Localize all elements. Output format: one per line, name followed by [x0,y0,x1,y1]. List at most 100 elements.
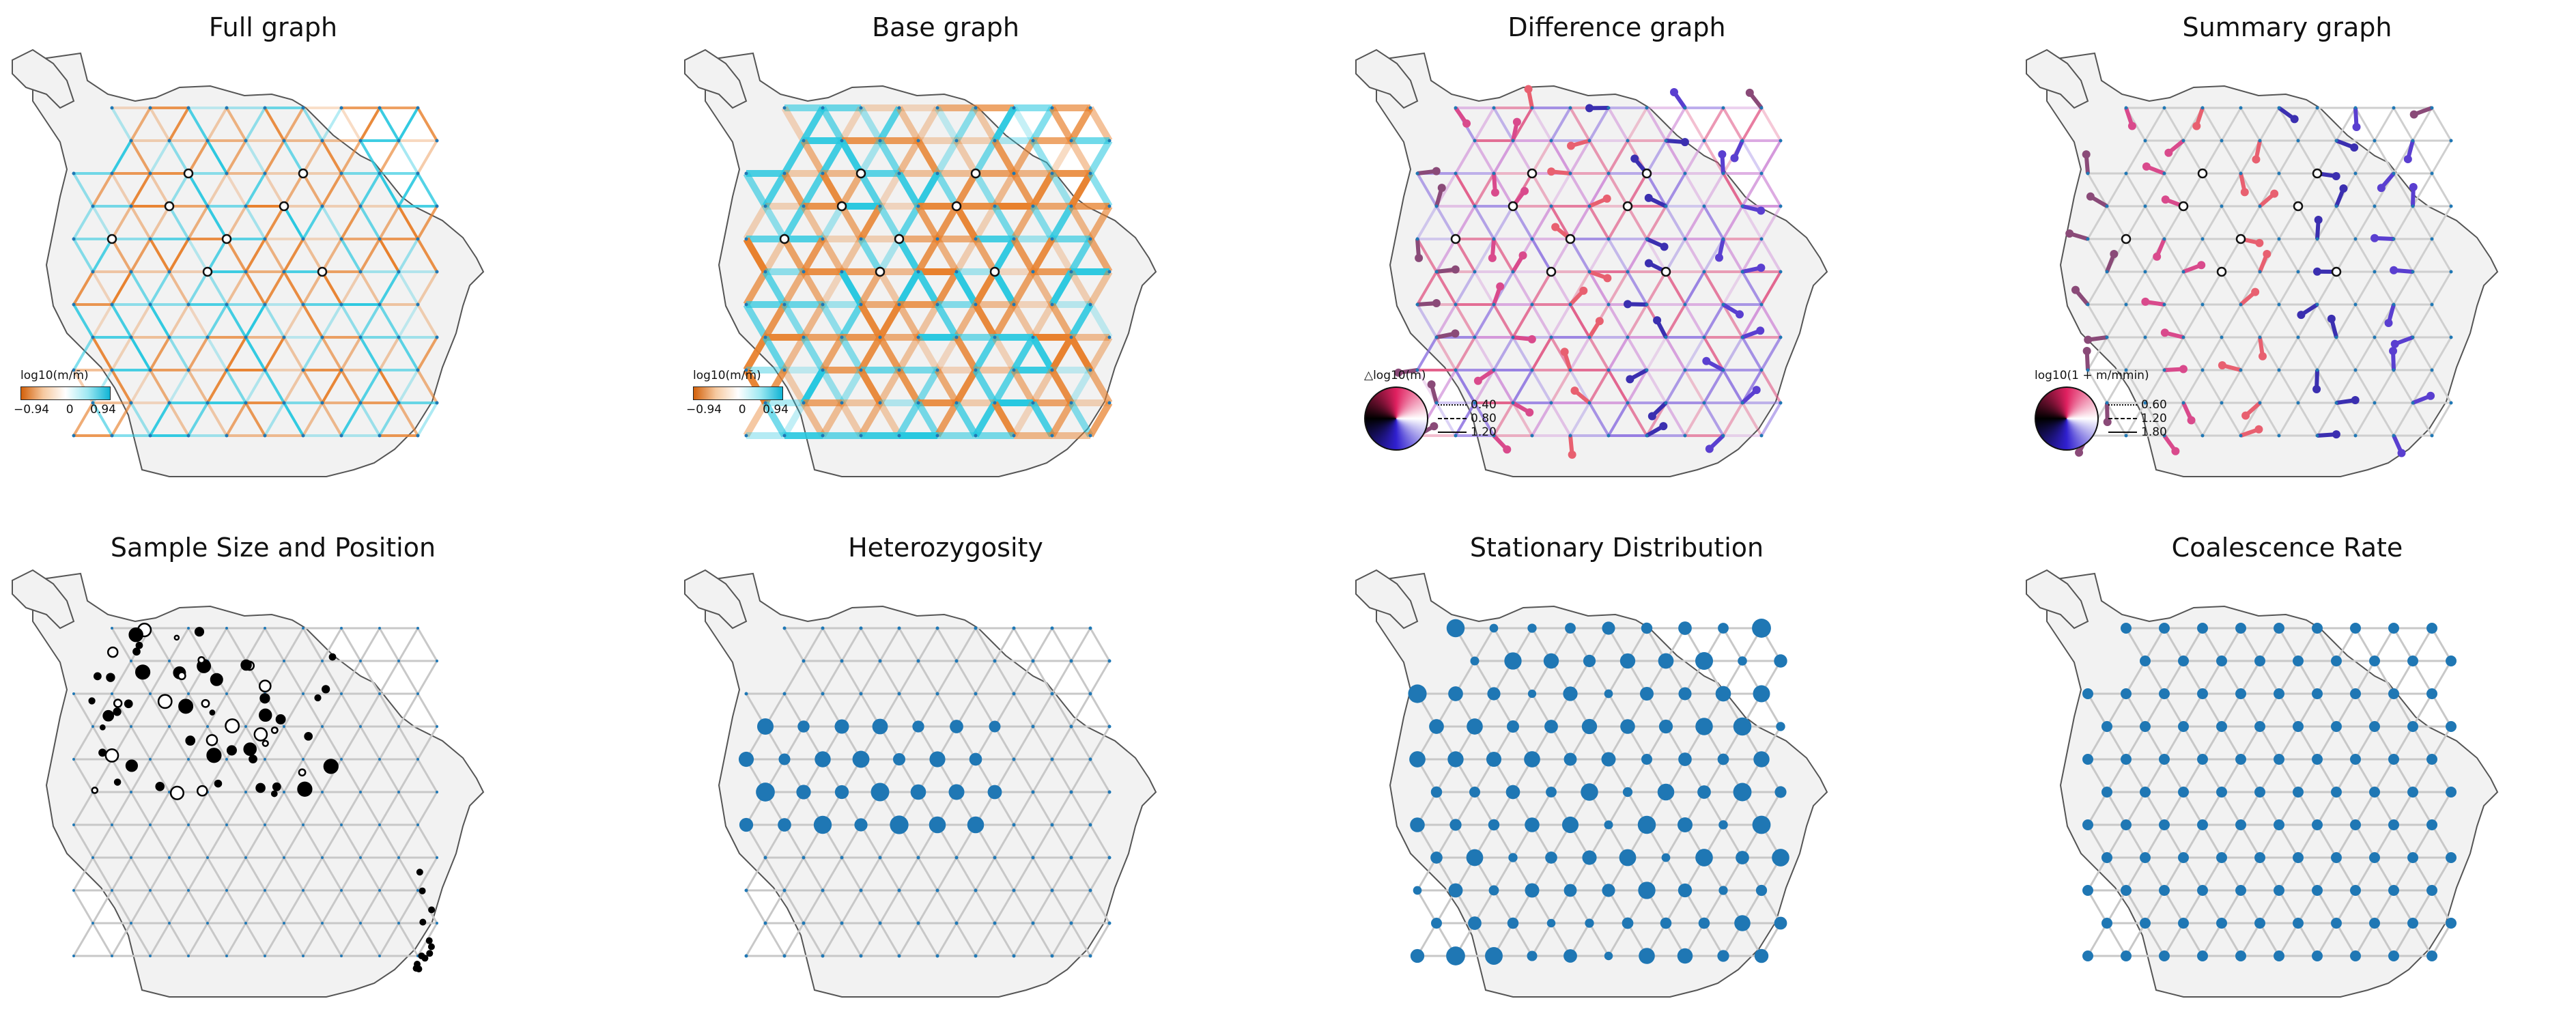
sample-point [207,735,217,745]
graph-node [416,627,419,630]
graph-node [2407,787,2418,798]
sample-point [299,770,305,776]
graph-node [2369,656,2380,666]
graph-node [2450,401,2453,405]
graph-node [917,205,920,208]
arrow-head [1570,386,1579,395]
graph-edge [380,628,399,661]
graph-node [130,856,132,859]
graph-node [1779,270,1783,274]
arrow-head [1603,274,1611,282]
graph-node [802,336,806,339]
graph-node [1645,303,1649,307]
graph-node [1602,884,1615,897]
graph-node [2278,238,2281,241]
sample-point [419,919,426,926]
graph-node [359,922,362,925]
graph-node [2220,139,2224,143]
graph-node [2106,336,2109,339]
graph-node [2446,787,2457,798]
graph-edge [1071,108,1090,141]
graph-edge [418,661,437,694]
graph-node [2350,819,2361,830]
graph-node [1410,817,1425,832]
graph-node [2446,721,2457,732]
graph-node [2197,623,2208,634]
graph-node [2159,623,2170,634]
graph-node [2331,787,2342,798]
graph-node [340,889,343,892]
graph-node [1051,303,1054,307]
graph-node [1490,624,1499,633]
arrow-head [2255,239,2263,247]
graph-node [2178,721,2189,732]
graph-node [1695,652,1713,670]
graph-node [340,955,343,957]
graph-node [1108,660,1112,663]
graph-node [359,856,362,859]
graph-edge [2432,141,2451,173]
graph-node [2392,107,2396,110]
graph-node [890,815,908,834]
graph-node [1108,205,1112,208]
arrow-head [2241,188,2249,196]
graph-edge [399,108,418,141]
graph-node [2122,235,2130,243]
graph-edge [74,923,93,956]
graph-node [2159,950,2170,961]
graph-node [917,922,920,925]
graph-node [397,401,401,405]
graph-node [72,303,76,307]
graph-node [2350,950,2361,961]
sample-point [175,636,179,640]
colorbar-tick: 0.94 [763,403,789,417]
graph-node [1741,139,1744,143]
graph-node [130,205,133,208]
graph-node [879,660,882,663]
graph-node [1620,719,1635,734]
graph-node [1413,886,1422,895]
line-legend-entry: 1.20 [2108,412,2167,425]
graph-node [225,955,228,957]
graph-node [1051,758,1054,761]
arrow-head [1519,251,1527,259]
arrow-head [2083,347,2091,355]
graph-node [876,268,884,276]
arrow-head [2313,268,2321,276]
panel-sample: Sample Size and Position [0,520,546,1029]
graph-edge [360,628,380,661]
graph-node [1547,919,1556,928]
arrow-head [2327,315,2336,323]
graph-node [1473,270,1477,274]
graph-node [1607,107,1611,110]
graph-node [840,401,844,405]
graph-edge [93,890,112,923]
arrow-head [2179,365,2188,373]
graph-node [2178,918,2189,929]
line-legend-entry: 0.80 [1438,412,1497,425]
graph-node [1760,434,1764,438]
graph-node [1435,205,1439,208]
graph-node [1070,336,1073,339]
graph-node [130,270,133,274]
graph-node [1678,687,1691,700]
graph-node [873,719,888,735]
graph-node [2086,303,2090,307]
graph-node [1416,238,1419,241]
arrow-head [1585,104,1594,112]
arrow-head [1702,357,1710,365]
graph-node [225,369,229,372]
graph-edge [2126,923,2145,956]
graph-node [378,238,382,241]
graph-node [2121,623,2132,634]
graph-node [2235,623,2246,634]
graph-edge [380,141,399,173]
graph-node [764,922,767,925]
graph-edge [2413,661,2432,694]
graph-node [340,758,343,761]
graph-node [911,785,926,800]
graph-node [1569,369,1572,372]
graph-node [187,955,190,957]
